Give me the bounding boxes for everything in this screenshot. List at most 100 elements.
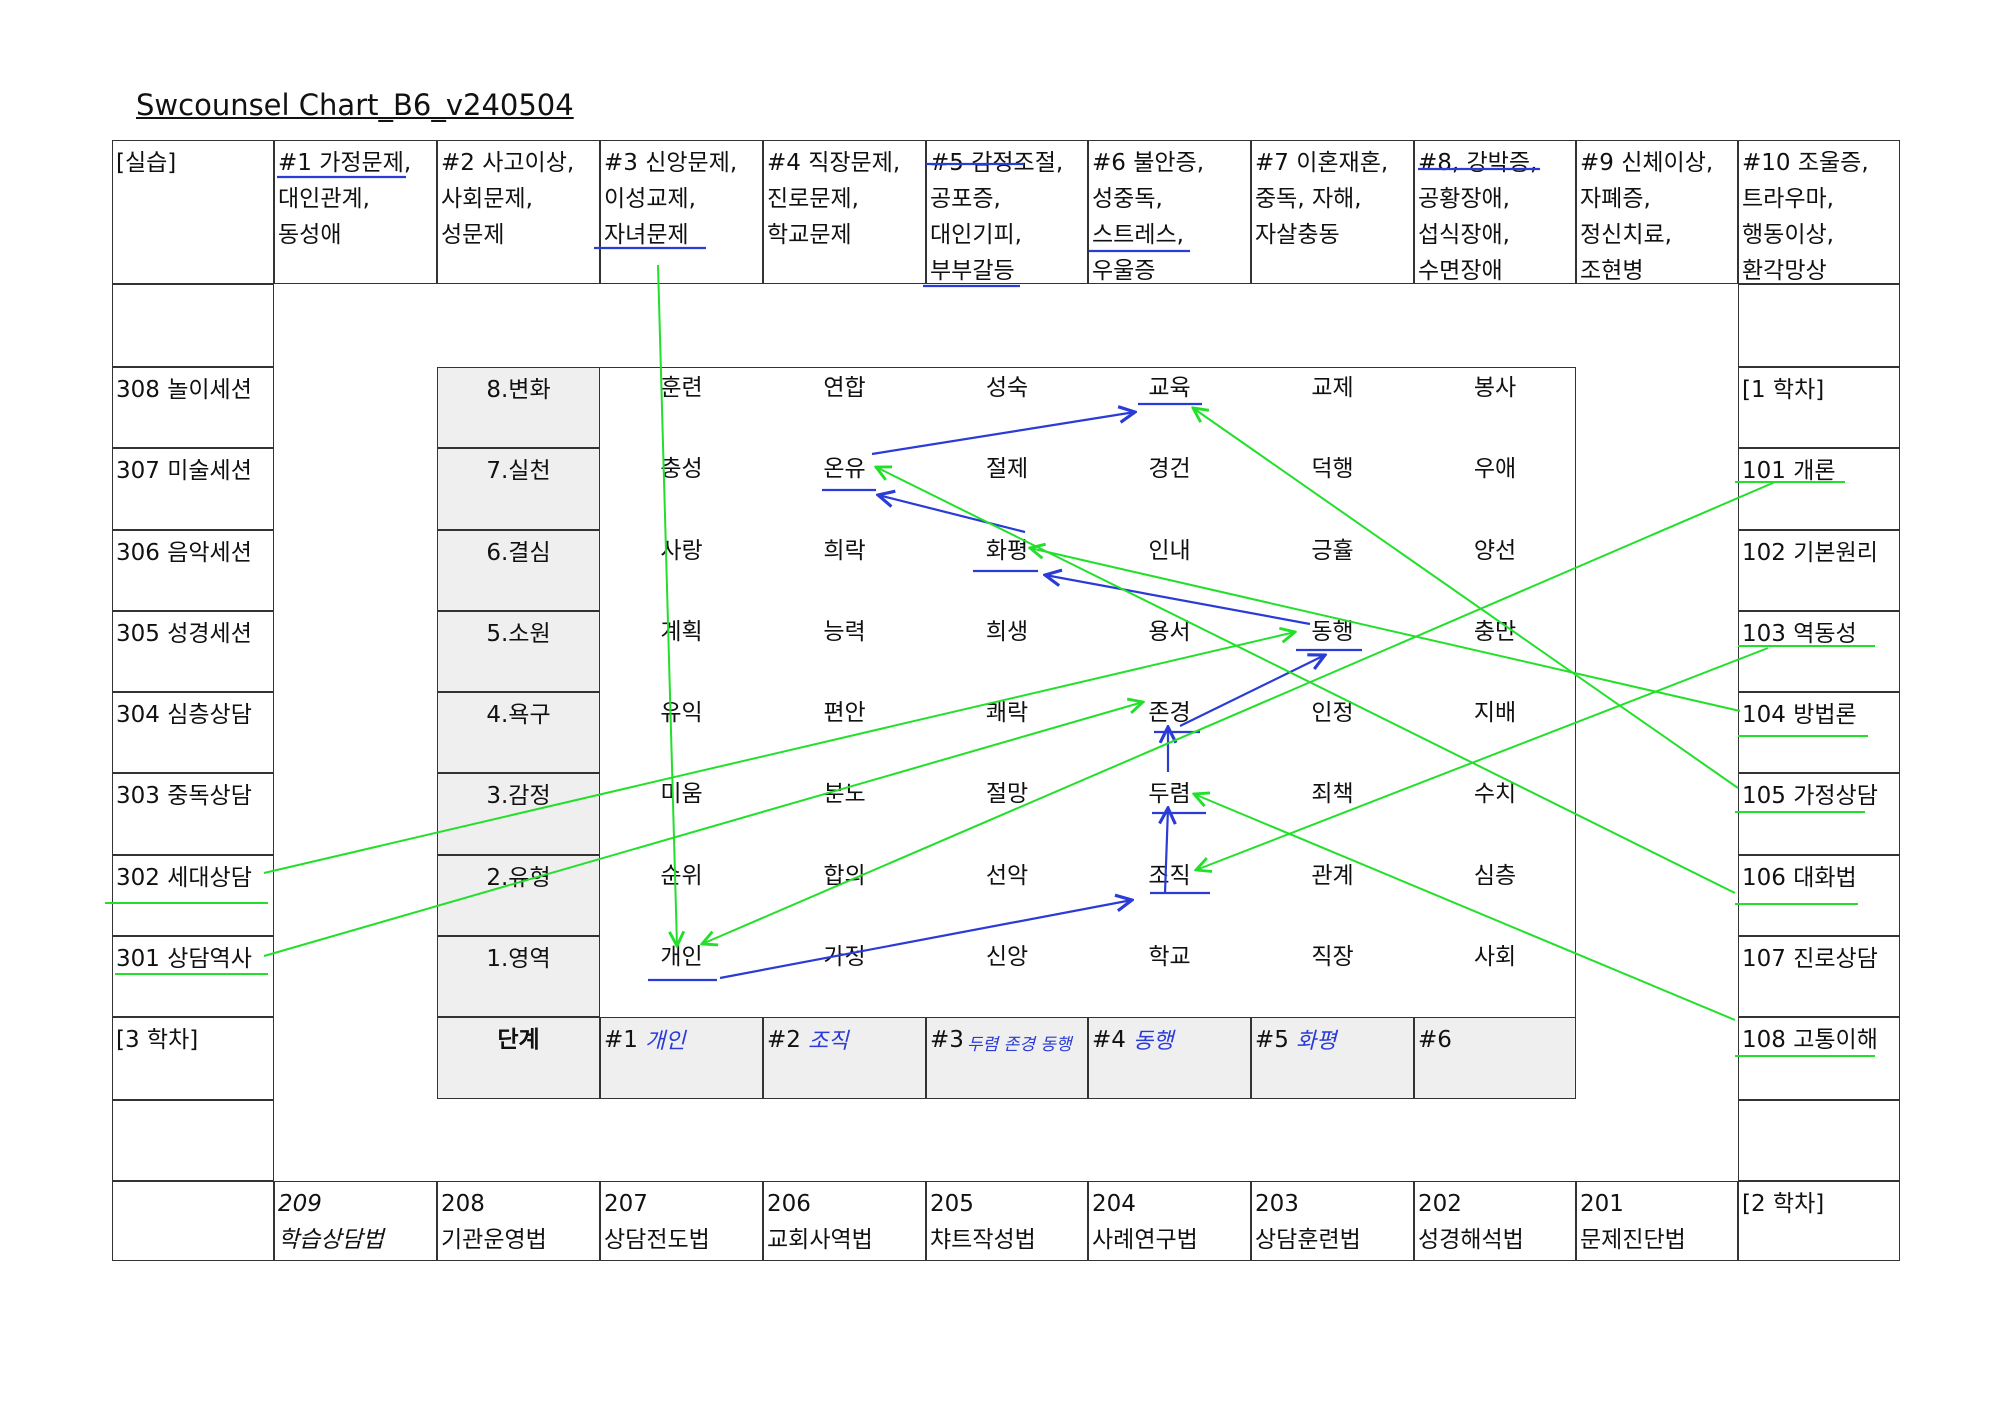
matrix-term: 미움 bbox=[660, 781, 703, 807]
matrix-term: 조직 bbox=[1148, 863, 1191, 889]
step-label: #6 bbox=[1418, 1027, 1452, 1053]
step-label: #5 bbox=[1255, 1027, 1289, 1053]
stage-label-cell: 6.결심 bbox=[437, 530, 600, 611]
green-arrow bbox=[1194, 794, 1736, 1021]
top-header-cell: #10 조울증, 트라우마, 행동이상, 환각망상 bbox=[1738, 140, 1900, 284]
blue-arrow bbox=[1045, 575, 1311, 626]
matrix-term: 수치 bbox=[1473, 781, 1517, 807]
right-course-cell: 107 진로상담 bbox=[1738, 936, 1900, 1017]
matrix-term: 절망 bbox=[985, 781, 1029, 807]
handwritten-step-note: 개인 bbox=[645, 1029, 686, 1054]
stage-header-cell: 단계 bbox=[437, 1017, 600, 1099]
matrix-term: 온유 bbox=[823, 456, 866, 482]
step-cell: #5 화평 bbox=[1251, 1017, 1414, 1099]
matrix-term: 교제 bbox=[1311, 375, 1354, 401]
green-arrow bbox=[263, 702, 1143, 957]
matrix-term: 지배 bbox=[1473, 700, 1517, 726]
left-blank-cell bbox=[112, 284, 274, 367]
bottom-course-cell: 204 사례연구법 bbox=[1088, 1181, 1251, 1261]
right-course-cell: 106 대화법 bbox=[1738, 855, 1900, 936]
right-course-cell: 105 가정상담 bbox=[1738, 773, 1900, 855]
right-course-cell: 103 역동성 bbox=[1738, 611, 1900, 692]
bottom-blank-cell bbox=[112, 1181, 274, 1261]
right-course-cell: 108 고통이해 bbox=[1738, 1017, 1900, 1100]
matrix-term: 두렴 bbox=[1148, 781, 1191, 807]
left-course-cell: 307 미술세션 bbox=[112, 448, 274, 530]
right-course-cell: [1 학차] bbox=[1738, 367, 1900, 448]
green-arrow bbox=[1196, 647, 1769, 870]
matrix-term: 연합 bbox=[823, 375, 866, 401]
chart-title: Swcounsel Chart_B6_v240504 bbox=[136, 88, 574, 122]
matrix-term: 용서 bbox=[1148, 619, 1191, 645]
step-label: #4 bbox=[1092, 1027, 1126, 1053]
matrix-term: 희생 bbox=[985, 619, 1029, 645]
top-header-cell: #4 직장문제, 진로문제, 학교문제 bbox=[763, 140, 926, 284]
left-course-cell: 303 중독상담 bbox=[112, 773, 274, 855]
handwritten-step-note: 화평 bbox=[1296, 1029, 1337, 1054]
matrix-term: 훈련 bbox=[660, 375, 703, 401]
right-course-cell: 102 기본원리 bbox=[1738, 530, 1900, 611]
step-cell: #2 조직 bbox=[763, 1017, 926, 1099]
step-label: #1 bbox=[604, 1027, 638, 1053]
top-header-cell: [실습] bbox=[112, 140, 274, 284]
matrix-term: 존경 bbox=[1148, 700, 1191, 726]
right-blank-cell bbox=[1738, 284, 1900, 367]
right-course-cell: 104 방법론 bbox=[1738, 692, 1900, 773]
matrix-term: 사랑 bbox=[660, 538, 703, 564]
top-header-cell: #3 신앙문제, 이성교제, 자녀문제 bbox=[600, 140, 763, 284]
green-arrow bbox=[657, 264, 677, 946]
matrix-term: 긍휼 bbox=[1311, 538, 1354, 564]
top-header-cell: #6 불안증, 성중독, 스트레스, 우울증 bbox=[1088, 140, 1251, 284]
left-course-cell: 305 성경세션 bbox=[112, 611, 274, 692]
top-header-cell: #1 가정문제, 대인관계, 동성애 bbox=[274, 140, 437, 284]
step-label: #2 bbox=[767, 1027, 801, 1053]
matrix-term: 덕행 bbox=[1311, 456, 1354, 482]
matrix-term: 성숙 bbox=[985, 375, 1029, 401]
green-arrow bbox=[263, 632, 1295, 874]
step-cell: #6 bbox=[1414, 1017, 1576, 1099]
left-course-cell: 306 음악세션 bbox=[112, 530, 274, 611]
step-label: #3 bbox=[930, 1027, 964, 1053]
bottom-course-cell: 206 교회사역법 bbox=[763, 1181, 926, 1261]
stage-label-cell: 1.영역 bbox=[437, 936, 600, 1017]
stage-label-cell: 2.유형 bbox=[437, 855, 600, 936]
matrix-term: 능력 bbox=[823, 619, 866, 645]
bottom-course-cell: [2 학차] bbox=[1738, 1181, 1900, 1261]
blue-arrow bbox=[871, 412, 1135, 456]
green-arrow bbox=[1030, 548, 1741, 712]
matrix-term: 우애 bbox=[1473, 456, 1517, 482]
step-cell: #1 개인 bbox=[600, 1017, 763, 1099]
bottom-course-cell: 201 문제진단법 bbox=[1576, 1181, 1738, 1261]
stage-label-cell: 5.소원 bbox=[437, 611, 600, 692]
right-course-cell: 101 개론 bbox=[1738, 448, 1900, 530]
matrix-term: 희락 bbox=[823, 538, 866, 564]
blue-arrow bbox=[878, 495, 1026, 534]
matrix-term: 사회 bbox=[1473, 944, 1517, 970]
top-header-cell: #2 사고이상, 사회문제, 성문제 bbox=[437, 140, 600, 284]
matrix-term: 선악 bbox=[985, 863, 1029, 889]
left-course-cell: 301 상담역사 bbox=[112, 936, 274, 1017]
stage-label-cell: 8.변화 bbox=[437, 367, 600, 448]
matrix-term: 죄책 bbox=[1311, 781, 1354, 807]
left-course-cell: 308 놀이세션 bbox=[112, 367, 274, 448]
blue-arrow bbox=[1165, 808, 1168, 894]
matrix-term: 인내 bbox=[1148, 538, 1191, 564]
green-arrow bbox=[1193, 408, 1739, 789]
matrix-term: 봉사 bbox=[1473, 375, 1517, 401]
bottom-course-cell: 203 상담훈련법 bbox=[1251, 1181, 1414, 1261]
left-course-cell: [3 학차] bbox=[112, 1017, 274, 1100]
blue-arrow bbox=[1179, 655, 1325, 727]
matrix-term: 유익 bbox=[660, 700, 703, 726]
matrix-term: 양선 bbox=[1473, 538, 1517, 564]
matrix-term: 충만 bbox=[1473, 619, 1517, 645]
bottom-course-cell: 209 학습상담법 bbox=[274, 1181, 437, 1261]
top-header-cell: #9 신체이상, 자폐증, 정신치료, 조현병 bbox=[1576, 140, 1738, 284]
step-cell: #3 두렴 존경 동행 bbox=[926, 1017, 1088, 1099]
matrix-term: 개인 bbox=[660, 944, 703, 970]
green-arrow bbox=[702, 481, 1776, 944]
bottom-course-cell: 205 챠트작성법 bbox=[926, 1181, 1088, 1261]
matrix-term: 직장 bbox=[1311, 944, 1354, 970]
matrix-term: 신앙 bbox=[985, 944, 1029, 970]
